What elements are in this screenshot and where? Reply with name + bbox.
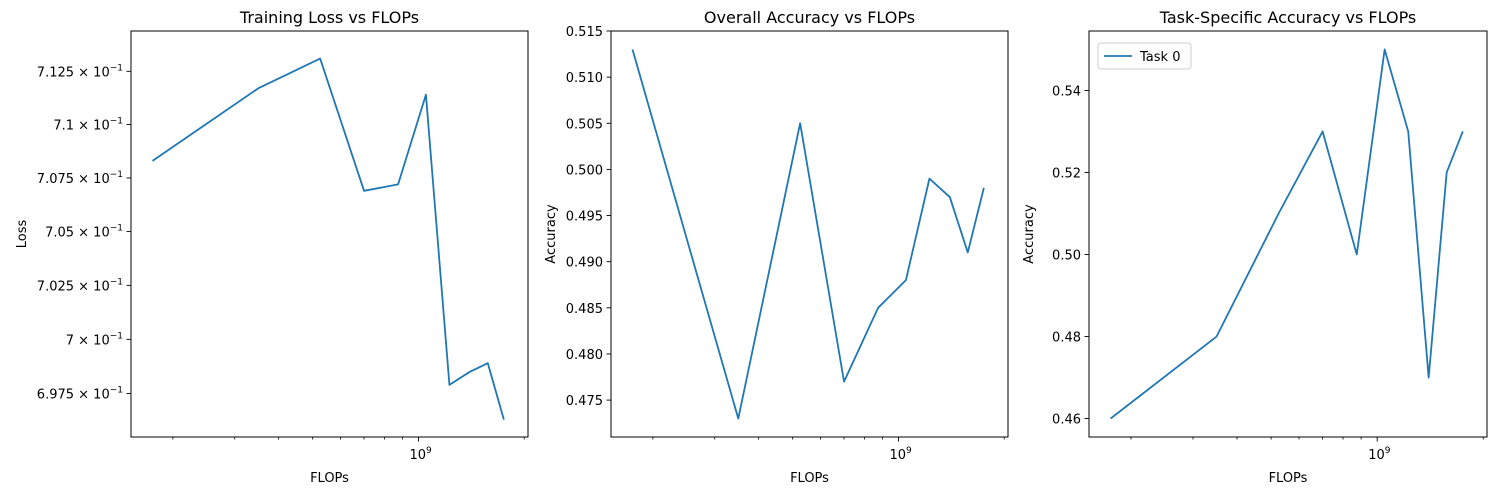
x-tick-label: 109 [409,446,432,463]
legend-box [1097,42,1192,70]
x-axis-label: FLOPs [1269,471,1308,486]
y-tick-label: 7.1 × 10−1 [53,117,123,134]
y-tick-label: 7.075 × 10−1 [37,170,123,187]
chart-title: Overall Accuracy vs FLOPs [704,8,915,27]
chart-panel-0: 109 6.975 × 10−1 7 × 10−1 7.025 × 10−1 7.05 … [15,8,529,486]
chart-title: Task-Specific Accuracy vs FLOPs [1159,8,1417,27]
chart-panel-2: 109 0.46 0.48 0.50 0.52 0.54 Task-Specific Acc… [1022,8,1488,486]
y-tick-label: 0.54 [1052,84,1081,99]
legend-label: Task 0 [1139,50,1180,65]
y-axis-label: Accuracy [1022,204,1037,264]
y-axis-label: Loss [15,220,30,249]
chart-panel-1: 109 0.475 0.480 0.485 0.490 0.495 0.500 0.505 0.… [544,8,1009,486]
y-tick-label: 0.495 [566,210,603,225]
y-tick-label: 7 × 10−1 [66,331,123,348]
x-axis-label: FLOPs [310,471,349,486]
y-tick-label: 0.48 [1052,331,1081,346]
y-tick-label: 6.975 × 10−1 [37,386,123,403]
plot-frame [610,30,1009,438]
series-line [1110,48,1464,420]
y-tick-label: 0.490 [566,256,603,271]
x-axis-label: FLOPs [790,471,829,486]
x-tick-label: 109 [889,446,912,463]
y-tick-label: 0.475 [566,394,603,409]
plot-frame [1088,30,1488,438]
y-tick-label: 7.025 × 10−1 [37,277,123,294]
y-tick-label: 0.505 [566,117,603,132]
y-tick-label: 0.515 [566,25,603,40]
y-tick-label: 0.50 [1052,249,1081,264]
y-tick-label: 0.480 [566,348,603,363]
y-tick-label: 7.125 × 10−1 [37,63,123,80]
y-axis-label: Accuracy [544,204,559,264]
y-tick-label: 0.46 [1052,413,1081,428]
y-tick-label: 7.05 × 10−1 [45,224,123,241]
series-line [631,49,985,420]
y-tick-label: 0.485 [566,302,603,317]
y-tick-label: 0.500 [566,163,603,178]
y-tick-label: 0.510 [566,71,603,86]
y-tick-label: 0.52 [1052,166,1081,181]
legend: Task 0 [1097,42,1192,70]
plot-frame [130,30,529,438]
series-line [151,57,505,420]
chart-title: Training Loss vs FLOPs [239,8,419,27]
x-tick-label: 109 [1368,446,1391,463]
